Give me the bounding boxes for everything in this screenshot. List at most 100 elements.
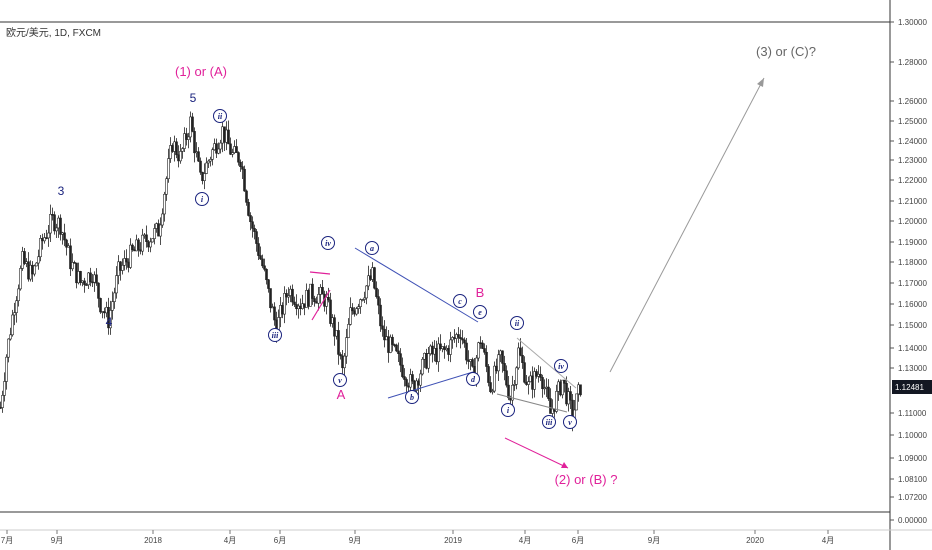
candle-body: [461, 338, 464, 341]
wedge-upper-line: [516, 337, 577, 389]
candle-body: [71, 262, 74, 270]
candle-body: [285, 293, 288, 298]
wave-label-pink: (2) or (B) ?: [555, 472, 618, 487]
candle-body: [117, 261, 120, 276]
candle-body: [245, 190, 248, 203]
candle-body: [519, 347, 522, 356]
candle-body: [213, 143, 216, 151]
circled-wave-marker: [453, 294, 467, 308]
candle-body: [449, 339, 452, 355]
circled-wave-label: ii: [218, 112, 223, 121]
candle-body: [383, 328, 386, 341]
gray-arrow-line: [609, 77, 765, 373]
candle-body: [229, 143, 232, 155]
candle-body: [235, 146, 238, 153]
candle-body: [227, 129, 230, 145]
candle-body: [471, 359, 474, 367]
candle-body: [199, 160, 202, 173]
candle-body: [75, 262, 78, 284]
time-tick-label: 4月: [519, 536, 531, 545]
time-tick-label: 2019: [444, 536, 462, 545]
candle-body: [401, 364, 404, 377]
candle-body: [357, 306, 360, 309]
candles-layer: [0, 111, 582, 432]
candle-body: [243, 168, 246, 192]
circled-wave-marker: [405, 390, 419, 404]
candle-body: [265, 268, 268, 281]
price-tick-label: 1.20000: [898, 217, 927, 226]
candle-body: [179, 151, 182, 162]
candle-body: [1, 395, 4, 408]
candle-body: [355, 308, 358, 315]
candle-body: [267, 279, 270, 289]
candle-body: [437, 343, 440, 363]
time-tick-label: 6月: [274, 536, 286, 545]
candle-body: [149, 241, 152, 248]
flag-line-bottom: [311, 289, 331, 321]
candle-body: [177, 154, 180, 162]
price-tick-label: 0.00000: [898, 516, 927, 525]
circled-wave-marker: [268, 328, 282, 342]
candle-body: [287, 295, 290, 298]
time-tick-label: 9月: [349, 536, 361, 545]
candle-body: [155, 223, 158, 229]
candle-body: [511, 384, 514, 401]
gray-arrow-head: [757, 78, 764, 87]
candle-body: [411, 374, 414, 382]
candle-body: [201, 171, 204, 181]
candle-body: [547, 386, 550, 399]
circled-wave-marker: [195, 192, 209, 206]
candle-body: [501, 350, 504, 364]
time-tick-label: 4月: [822, 536, 834, 545]
current-price-box: [892, 380, 932, 394]
candle-body: [381, 325, 384, 330]
candle-body: [363, 297, 366, 300]
current-price-label: 1.12481: [895, 383, 924, 392]
candle-body: [333, 317, 336, 337]
candle-body: [463, 339, 466, 344]
pink-arrow-head: [561, 462, 568, 468]
candle-body: [465, 342, 468, 361]
candle-body: [255, 231, 258, 244]
candle-body: [35, 262, 38, 267]
candle-body: [395, 344, 398, 352]
candle-body: [219, 142, 222, 150]
wedge-lower-line: [496, 393, 568, 413]
circled-wave-marker: [554, 359, 568, 373]
price-tick-label: 1.19000: [898, 238, 927, 247]
circled-wave-marker: [563, 415, 577, 429]
candle-body: [415, 380, 418, 391]
circled-wave-marker: [473, 305, 487, 319]
candle-body: [485, 351, 488, 367]
candle-body: [507, 384, 510, 399]
candle-body: [263, 265, 266, 270]
candle-body: [533, 371, 536, 390]
candle-body: [521, 354, 524, 363]
price-tick-label: 1.09000: [898, 454, 927, 463]
price-tick-label: 1.08100: [898, 475, 927, 484]
candle-body: [493, 365, 496, 392]
candle-body: [555, 391, 558, 412]
candle-body: [39, 238, 42, 258]
candle-body: [169, 145, 172, 159]
circled-wave-label: d: [471, 375, 476, 384]
symbol-title: 欧元/美元, 1D, FXCM: [6, 26, 101, 39]
candle-body: [215, 143, 218, 154]
circled-wave-label: i: [507, 406, 510, 415]
candle-body: [119, 261, 122, 271]
candle-body: [87, 272, 90, 286]
candle-body: [269, 288, 272, 309]
circled-wave-label: iii: [272, 331, 279, 340]
candle-body: [17, 288, 20, 302]
price-tick-label: 1.30000: [898, 18, 927, 27]
candle-body: [47, 232, 50, 239]
candle-body: [489, 382, 492, 392]
candle-body: [55, 227, 58, 232]
candle-body: [247, 202, 250, 216]
candle-body: [419, 373, 422, 386]
candle-body: [23, 251, 26, 264]
candle-body: [541, 377, 544, 390]
candle-body: [253, 228, 256, 232]
candle-body: [165, 178, 168, 195]
